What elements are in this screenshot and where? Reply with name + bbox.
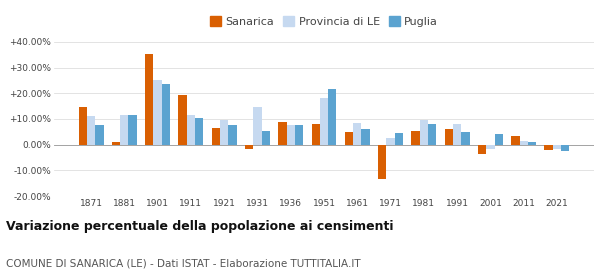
Text: COMUNE DI SANARICA (LE) - Dati ISTAT - Elaborazione TUTTITALIA.IT: COMUNE DI SANARICA (LE) - Dati ISTAT - E… <box>6 258 361 268</box>
Bar <box>419 120 428 145</box>
Bar <box>220 120 229 145</box>
Bar <box>561 145 569 151</box>
Bar <box>212 128 220 145</box>
Bar <box>528 142 536 145</box>
Bar <box>353 123 361 145</box>
Bar <box>345 132 353 145</box>
Bar <box>478 145 486 154</box>
Bar <box>544 145 553 150</box>
Bar <box>311 124 320 145</box>
Bar <box>320 99 328 145</box>
Bar <box>245 145 253 148</box>
Bar <box>428 124 436 145</box>
Bar <box>378 145 386 179</box>
Bar <box>162 84 170 145</box>
Bar <box>253 108 262 145</box>
Bar <box>386 138 395 145</box>
Bar <box>553 145 561 148</box>
Bar <box>453 124 461 145</box>
Bar <box>87 116 95 145</box>
Bar <box>145 53 154 145</box>
Bar <box>154 80 162 145</box>
Bar <box>511 136 520 145</box>
Bar <box>361 129 370 145</box>
Bar <box>461 132 470 145</box>
Bar <box>445 129 453 145</box>
Bar <box>412 130 419 145</box>
Bar <box>278 122 287 145</box>
Bar <box>229 125 236 145</box>
Bar <box>262 130 270 145</box>
Bar <box>128 115 137 145</box>
Bar <box>520 141 528 145</box>
Bar <box>79 107 87 145</box>
Legend: Sanarica, Provincia di LE, Puglia: Sanarica, Provincia di LE, Puglia <box>208 14 440 29</box>
Bar <box>120 115 128 145</box>
Bar <box>486 145 494 148</box>
Bar <box>328 90 337 145</box>
Bar <box>295 125 303 145</box>
Bar <box>178 95 187 145</box>
Bar <box>494 134 503 145</box>
Bar <box>95 125 104 145</box>
Bar <box>195 118 203 145</box>
Bar <box>112 142 120 145</box>
Bar <box>287 125 295 145</box>
Bar <box>395 133 403 145</box>
Bar <box>187 115 195 145</box>
Text: Variazione percentuale della popolazione ai censimenti: Variazione percentuale della popolazione… <box>6 220 394 233</box>
